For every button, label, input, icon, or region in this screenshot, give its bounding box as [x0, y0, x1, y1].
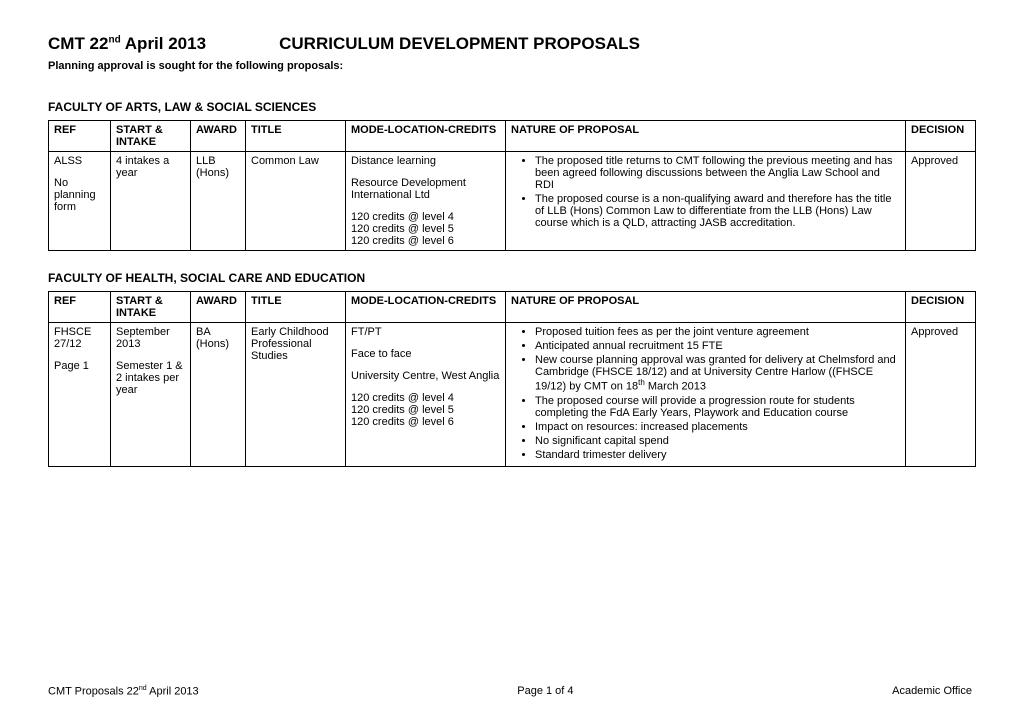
col-decision: DECISION — [906, 292, 976, 323]
nature-item: No significant capital spend — [535, 435, 900, 447]
date-suffix: April 2013 — [121, 34, 206, 53]
footer-left-a: CMT Proposals 22 — [48, 686, 139, 698]
nature-item: Anticipated annual recruitment 15 FTE — [535, 340, 900, 352]
cell-award: LLB (Hons) — [191, 152, 246, 251]
table-row: ALSS No planning form 4 intakes a year L… — [49, 152, 976, 251]
col-mode: MODE-LOCATION-CREDITS — [346, 121, 506, 152]
nat3-ord: th — [638, 378, 645, 387]
col-ref: REF — [49, 121, 111, 152]
mode-e: 120 credits @ level 6 — [351, 235, 500, 247]
cell-title: Early Childhood Professional Studies — [246, 323, 346, 467]
cell-nature: The proposed title returns to CMT follow… — [506, 152, 906, 251]
col-start: START & INTAKE — [111, 121, 191, 152]
date-prefix: CMT 22 — [48, 34, 108, 53]
cell-decision: Approved — [906, 152, 976, 251]
cell-start: September 2013 Semester 1 & 2 intakes pe… — [111, 323, 191, 467]
table-header-row: REF START & INTAKE AWARD TITLE MODE-LOCA… — [49, 292, 976, 323]
mode-a: FT/PT — [351, 326, 500, 338]
proposals-table-1: REF START & INTAKE AWARD TITLE MODE-LOCA… — [48, 120, 976, 251]
nature-item: Proposed tuition fees as per the joint v… — [535, 326, 900, 338]
mode-d: 120 credits @ level 5 — [351, 223, 500, 235]
start-a: September 2013 — [116, 326, 185, 350]
nature-item: The proposed title returns to CMT follow… — [535, 155, 900, 191]
page-header: CMT 22nd April 2013 CURRICULUM DEVELOPME… — [48, 34, 972, 54]
mode-c: University Centre, West Anglia — [351, 370, 500, 382]
col-nature: NATURE OF PROPOSAL — [506, 292, 906, 323]
cell-mode: FT/PT Face to face University Centre, We… — [346, 323, 506, 467]
cell-ref: FHSCE 27/12 Page 1 — [49, 323, 111, 467]
ref-b: No planning form — [54, 177, 105, 213]
cell-decision: Approved — [906, 323, 976, 467]
page-title: CURRICULUM DEVELOPMENT PROPOSALS — [279, 34, 640, 54]
mode-a: Distance learning — [351, 155, 500, 167]
mode-c: 120 credits @ level 4 — [351, 211, 500, 223]
col-title: TITLE — [246, 292, 346, 323]
nat3b: March 2013 — [645, 381, 706, 393]
date-ordinal: nd — [108, 34, 120, 45]
footer-left: CMT Proposals 22nd April 2013 — [48, 685, 199, 698]
page-footer: CMT Proposals 22nd April 2013 Page 1 of … — [48, 685, 972, 698]
col-ref: REF — [49, 292, 111, 323]
nature-item: The proposed course will provide a progr… — [535, 395, 900, 419]
col-decision: DECISION — [906, 121, 976, 152]
nature-item: Standard trimester delivery — [535, 449, 900, 461]
cell-mode: Distance learning Resource Development I… — [346, 152, 506, 251]
mode-d: 120 credits @ level 4 — [351, 392, 500, 404]
col-award: AWARD — [191, 121, 246, 152]
nat3a: New course planning approval was granted… — [535, 354, 896, 393]
header-date: CMT 22nd April 2013 — [48, 34, 206, 54]
start-b: Semester 1 & 2 intakes per year — [116, 360, 185, 396]
footer-center: Page 1 of 4 — [517, 685, 573, 698]
proposals-table-2: REF START & INTAKE AWARD TITLE MODE-LOCA… — [48, 291, 976, 467]
cell-award: BA (Hons) — [191, 323, 246, 467]
footer-left-b: April 2013 — [147, 686, 199, 698]
col-start: START & INTAKE — [111, 292, 191, 323]
ref-a: FHSCE 27/12 — [54, 326, 105, 350]
table-row: FHSCE 27/12 Page 1 September 2013 Semest… — [49, 323, 976, 467]
ref-a: ALSS — [54, 155, 105, 167]
footer-right: Academic Office — [892, 685, 972, 698]
faculty-heading-1: FACULTY OF ARTS, LAW & SOCIAL SCIENCES — [48, 100, 972, 114]
col-title: TITLE — [246, 121, 346, 152]
cell-ref: ALSS No planning form — [49, 152, 111, 251]
cell-title: Common Law — [246, 152, 346, 251]
cell-start: 4 intakes a year — [111, 152, 191, 251]
mode-f: 120 credits @ level 6 — [351, 416, 500, 428]
table-header-row: REF START & INTAKE AWARD TITLE MODE-LOCA… — [49, 121, 976, 152]
col-award: AWARD — [191, 292, 246, 323]
faculty-heading-2: FACULTY OF HEALTH, SOCIAL CARE AND EDUCA… — [48, 271, 972, 285]
col-nature: NATURE OF PROPOSAL — [506, 121, 906, 152]
header-subline: Planning approval is sought for the foll… — [48, 60, 972, 72]
nature-item: The proposed course is a non-qualifying … — [535, 193, 900, 229]
ref-b: Page 1 — [54, 360, 105, 372]
footer-ord: nd — [139, 685, 147, 692]
mode-b: Face to face — [351, 348, 500, 360]
col-mode: MODE-LOCATION-CREDITS — [346, 292, 506, 323]
nature-item: Impact on resources: increased placement… — [535, 421, 900, 433]
cell-nature: Proposed tuition fees as per the joint v… — [506, 323, 906, 467]
mode-e: 120 credits @ level 5 — [351, 404, 500, 416]
mode-b: Resource Development International Ltd — [351, 177, 500, 201]
nature-item: New course planning approval was granted… — [535, 354, 900, 393]
